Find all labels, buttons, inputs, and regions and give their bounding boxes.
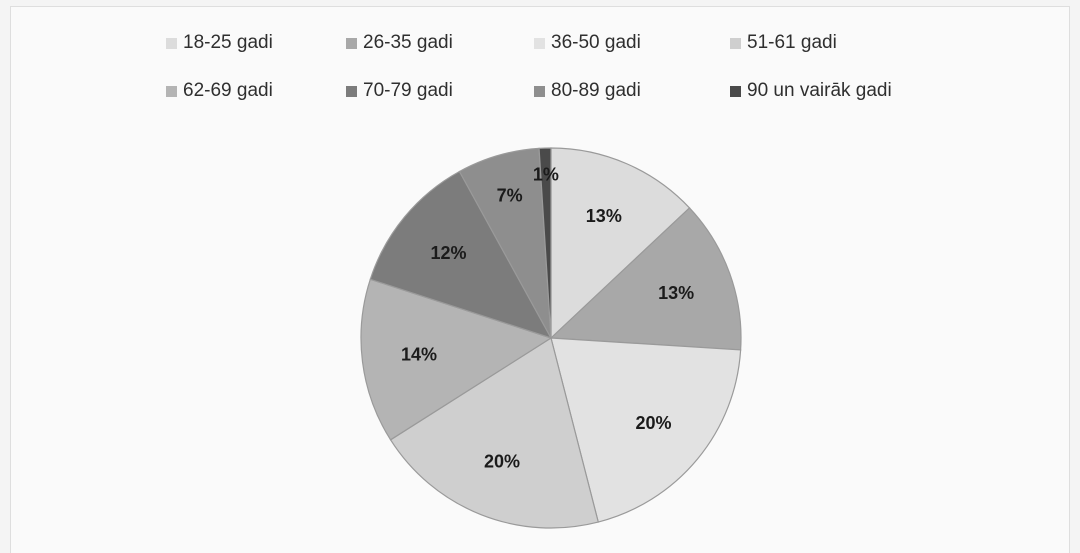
pie-slice xyxy=(389,337,599,529)
chart-legend: 18-25 gadi 26-35 gadi 36-50 gadi 51-61 gadi… xyxy=(166,30,986,104)
legend-label: 18-25 gadi xyxy=(183,32,273,53)
pie-slice xyxy=(550,337,742,523)
pie-slice xyxy=(549,207,742,351)
legend-swatch xyxy=(166,85,177,97)
legend-label: 70-79 gadi xyxy=(363,80,453,101)
legend-swatch xyxy=(534,85,545,97)
legend-item: 90 un vairāk gadi xyxy=(730,78,950,104)
legend-label: 36-50 gadi xyxy=(551,32,641,53)
legend-swatch xyxy=(346,37,357,49)
legend-swatch xyxy=(534,37,545,49)
pie-slice xyxy=(360,278,553,441)
legend-item: 51-61 gadi xyxy=(730,30,950,56)
legend-label: 90 un vairāk gadi xyxy=(747,80,892,101)
legend-item: 70-79 gadi xyxy=(346,78,534,104)
legend-item: 18-25 gadi xyxy=(166,30,346,56)
slice-label: 1% xyxy=(533,165,559,185)
pie-slice xyxy=(538,147,552,339)
legend-item: 26-35 gadi xyxy=(346,30,534,56)
pie-slice xyxy=(550,147,691,340)
legend-item: 62-69 gadi xyxy=(166,78,346,104)
slice-label: 13% xyxy=(658,283,694,303)
legend-label: 62-69 gadi xyxy=(183,80,273,101)
slice-label: 14% xyxy=(401,345,437,365)
legend-label: 80-89 gadi xyxy=(551,80,641,101)
slice-label: 20% xyxy=(635,413,671,433)
legend-swatch xyxy=(166,37,177,49)
legend-item: 36-50 gadi xyxy=(534,30,730,56)
legend-swatch xyxy=(346,85,357,97)
legend-item: 80-89 gadi xyxy=(534,78,730,104)
slice-label: 13% xyxy=(586,206,622,226)
slice-label: 12% xyxy=(431,243,467,263)
pie-slice xyxy=(369,170,553,340)
legend-swatch xyxy=(730,37,741,49)
legend-label: 26-35 gadi xyxy=(363,32,453,53)
legend-swatch xyxy=(730,85,741,97)
legend-label: 51-61 gadi xyxy=(747,32,837,53)
slice-label: 20% xyxy=(484,452,520,472)
slice-label: 7% xyxy=(497,186,523,206)
